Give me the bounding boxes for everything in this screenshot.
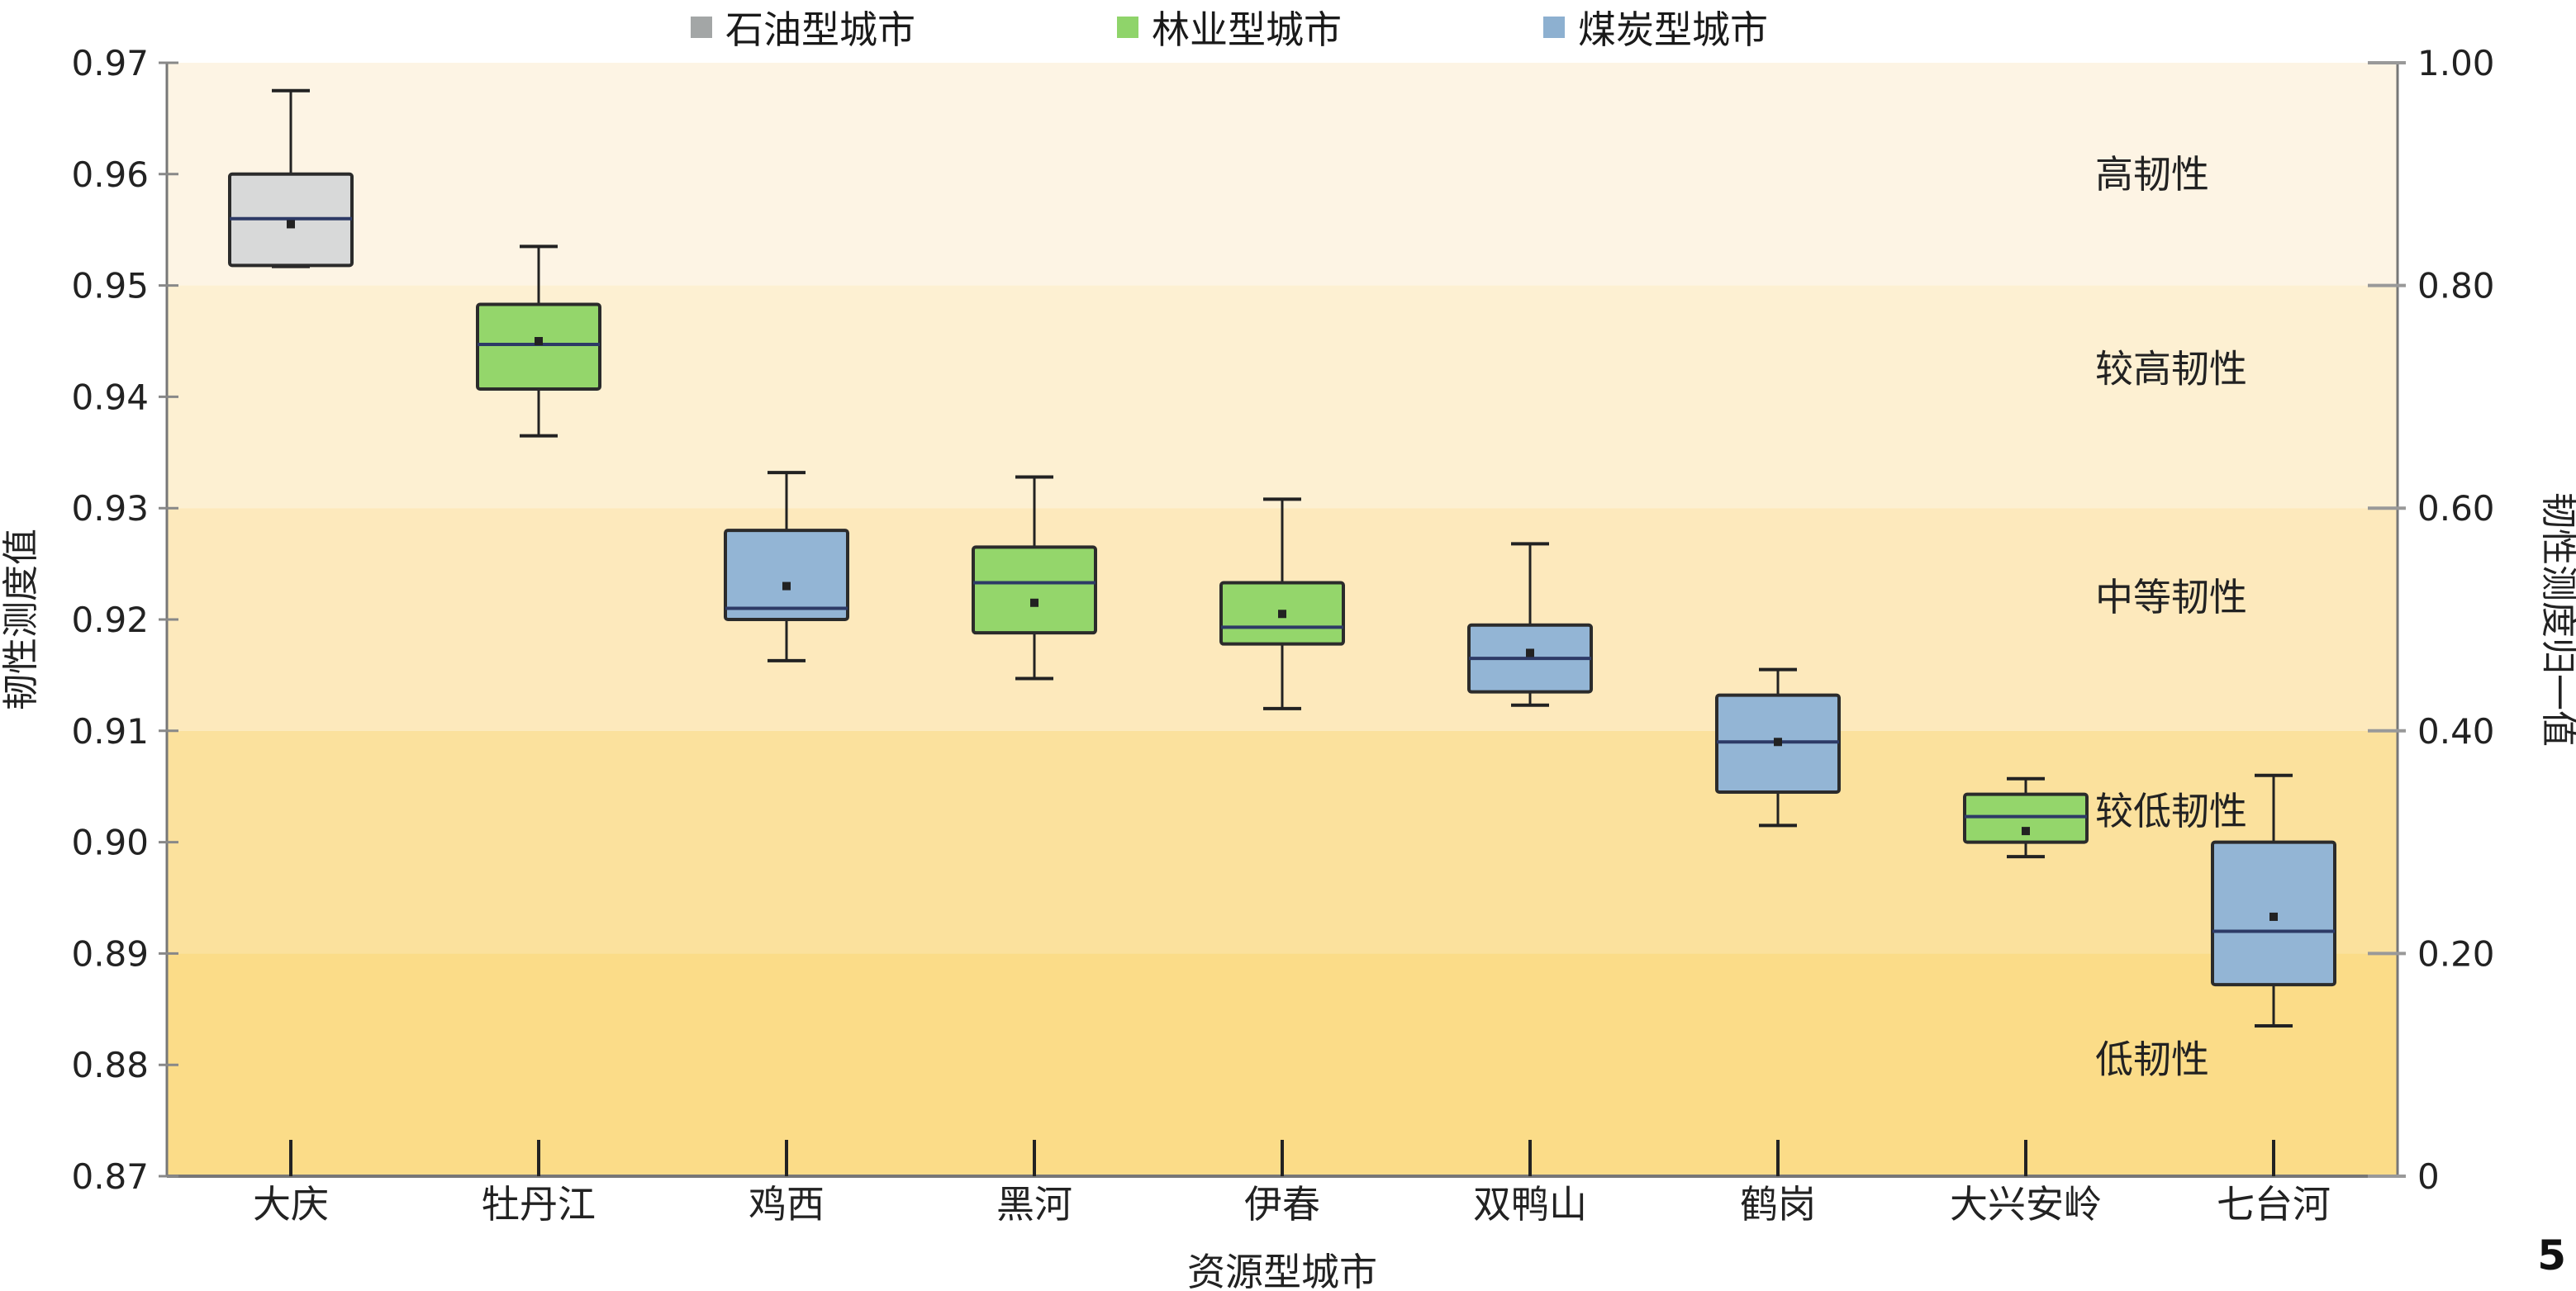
y-tick-label: 0.88 [71,1045,149,1085]
x-tick-label: 鸡西 [749,1182,825,1227]
y-tick-label: 0.93 [71,488,149,529]
y-axis-title: 韧性测度值 [0,529,42,710]
mean-marker [1278,610,1286,619]
y2-tick-label: 0.40 [2417,711,2495,752]
page-number: 5 [2537,1232,2566,1279]
legend-item: 石油型城市 [691,7,915,52]
y2-tick-label: 0 [2417,1156,2440,1197]
y-tick-label: 0.90 [71,823,149,863]
y2-axis-title: 韧性测度归一值 [2537,492,2576,747]
box-黑河 [972,545,1097,635]
mean-marker [1030,598,1038,607]
x-tick-label: 大庆 [253,1182,329,1227]
band-label: 较高韧性 [2095,347,2247,392]
band-label: 高韧性 [2095,152,2209,197]
y-tick-label: 0.89 [71,933,149,974]
y2-tick-label: 0.60 [2417,488,2495,529]
box-鸡西 [724,529,849,621]
band-4 [167,953,2398,1176]
mean-marker [2022,827,2030,836]
y2-tick-label: 0.20 [2417,933,2495,974]
y2-tick-label: 1.00 [2417,43,2495,83]
x-tick-label: 鹤岗 [1740,1182,1816,1227]
x-tick-label: 双鸭山 [1473,1182,1587,1227]
mean-marker [287,220,295,229]
x-tick-label: 七台河 [2217,1182,2331,1227]
legend-swatch [1117,17,1138,38]
y-tick-label: 0.96 [71,154,149,195]
y-tick-label: 0.97 [71,43,149,83]
x-tick-label: 大兴安岭 [1950,1182,2102,1227]
mean-marker [535,337,543,345]
box-大兴安岭 [1963,792,2089,844]
mean-marker [2269,912,2278,921]
y2-tick-label: 0.80 [2417,266,2495,306]
band-label: 低韧性 [2095,1037,2209,1081]
y-tick-label: 0.94 [71,377,149,417]
mean-marker [1774,738,1782,747]
legend-item: 林业型城市 [1117,7,1342,52]
y-tick-label: 0.95 [71,266,149,306]
legend-item: 煤炭型城市 [1543,7,1768,52]
legend-label: 林业型城市 [1152,7,1342,52]
band-label: 中等韧性 [2095,575,2247,619]
band-label: 较低韧性 [2095,789,2247,833]
mean-marker [1526,648,1534,657]
box-牡丹江 [476,302,601,391]
y-tick-label: 0.91 [71,711,149,752]
legend-label: 煤炭型城市 [1578,7,1768,52]
y-tick-label: 0.87 [71,1156,149,1197]
x-tick-label: 伊春 [1244,1182,1320,1227]
legend-swatch [1543,17,1565,38]
y-tick-label: 0.92 [71,600,149,640]
x-tick-label: 黑河 [996,1182,1072,1227]
mean-marker [782,581,791,591]
band-0 [167,63,2398,286]
x-tick-label: 牡丹江 [482,1182,596,1227]
x-axis-title: 资源型城市 [1187,1250,1377,1291]
legend-label: 石油型城市 [725,7,915,52]
legend-swatch [691,17,712,38]
